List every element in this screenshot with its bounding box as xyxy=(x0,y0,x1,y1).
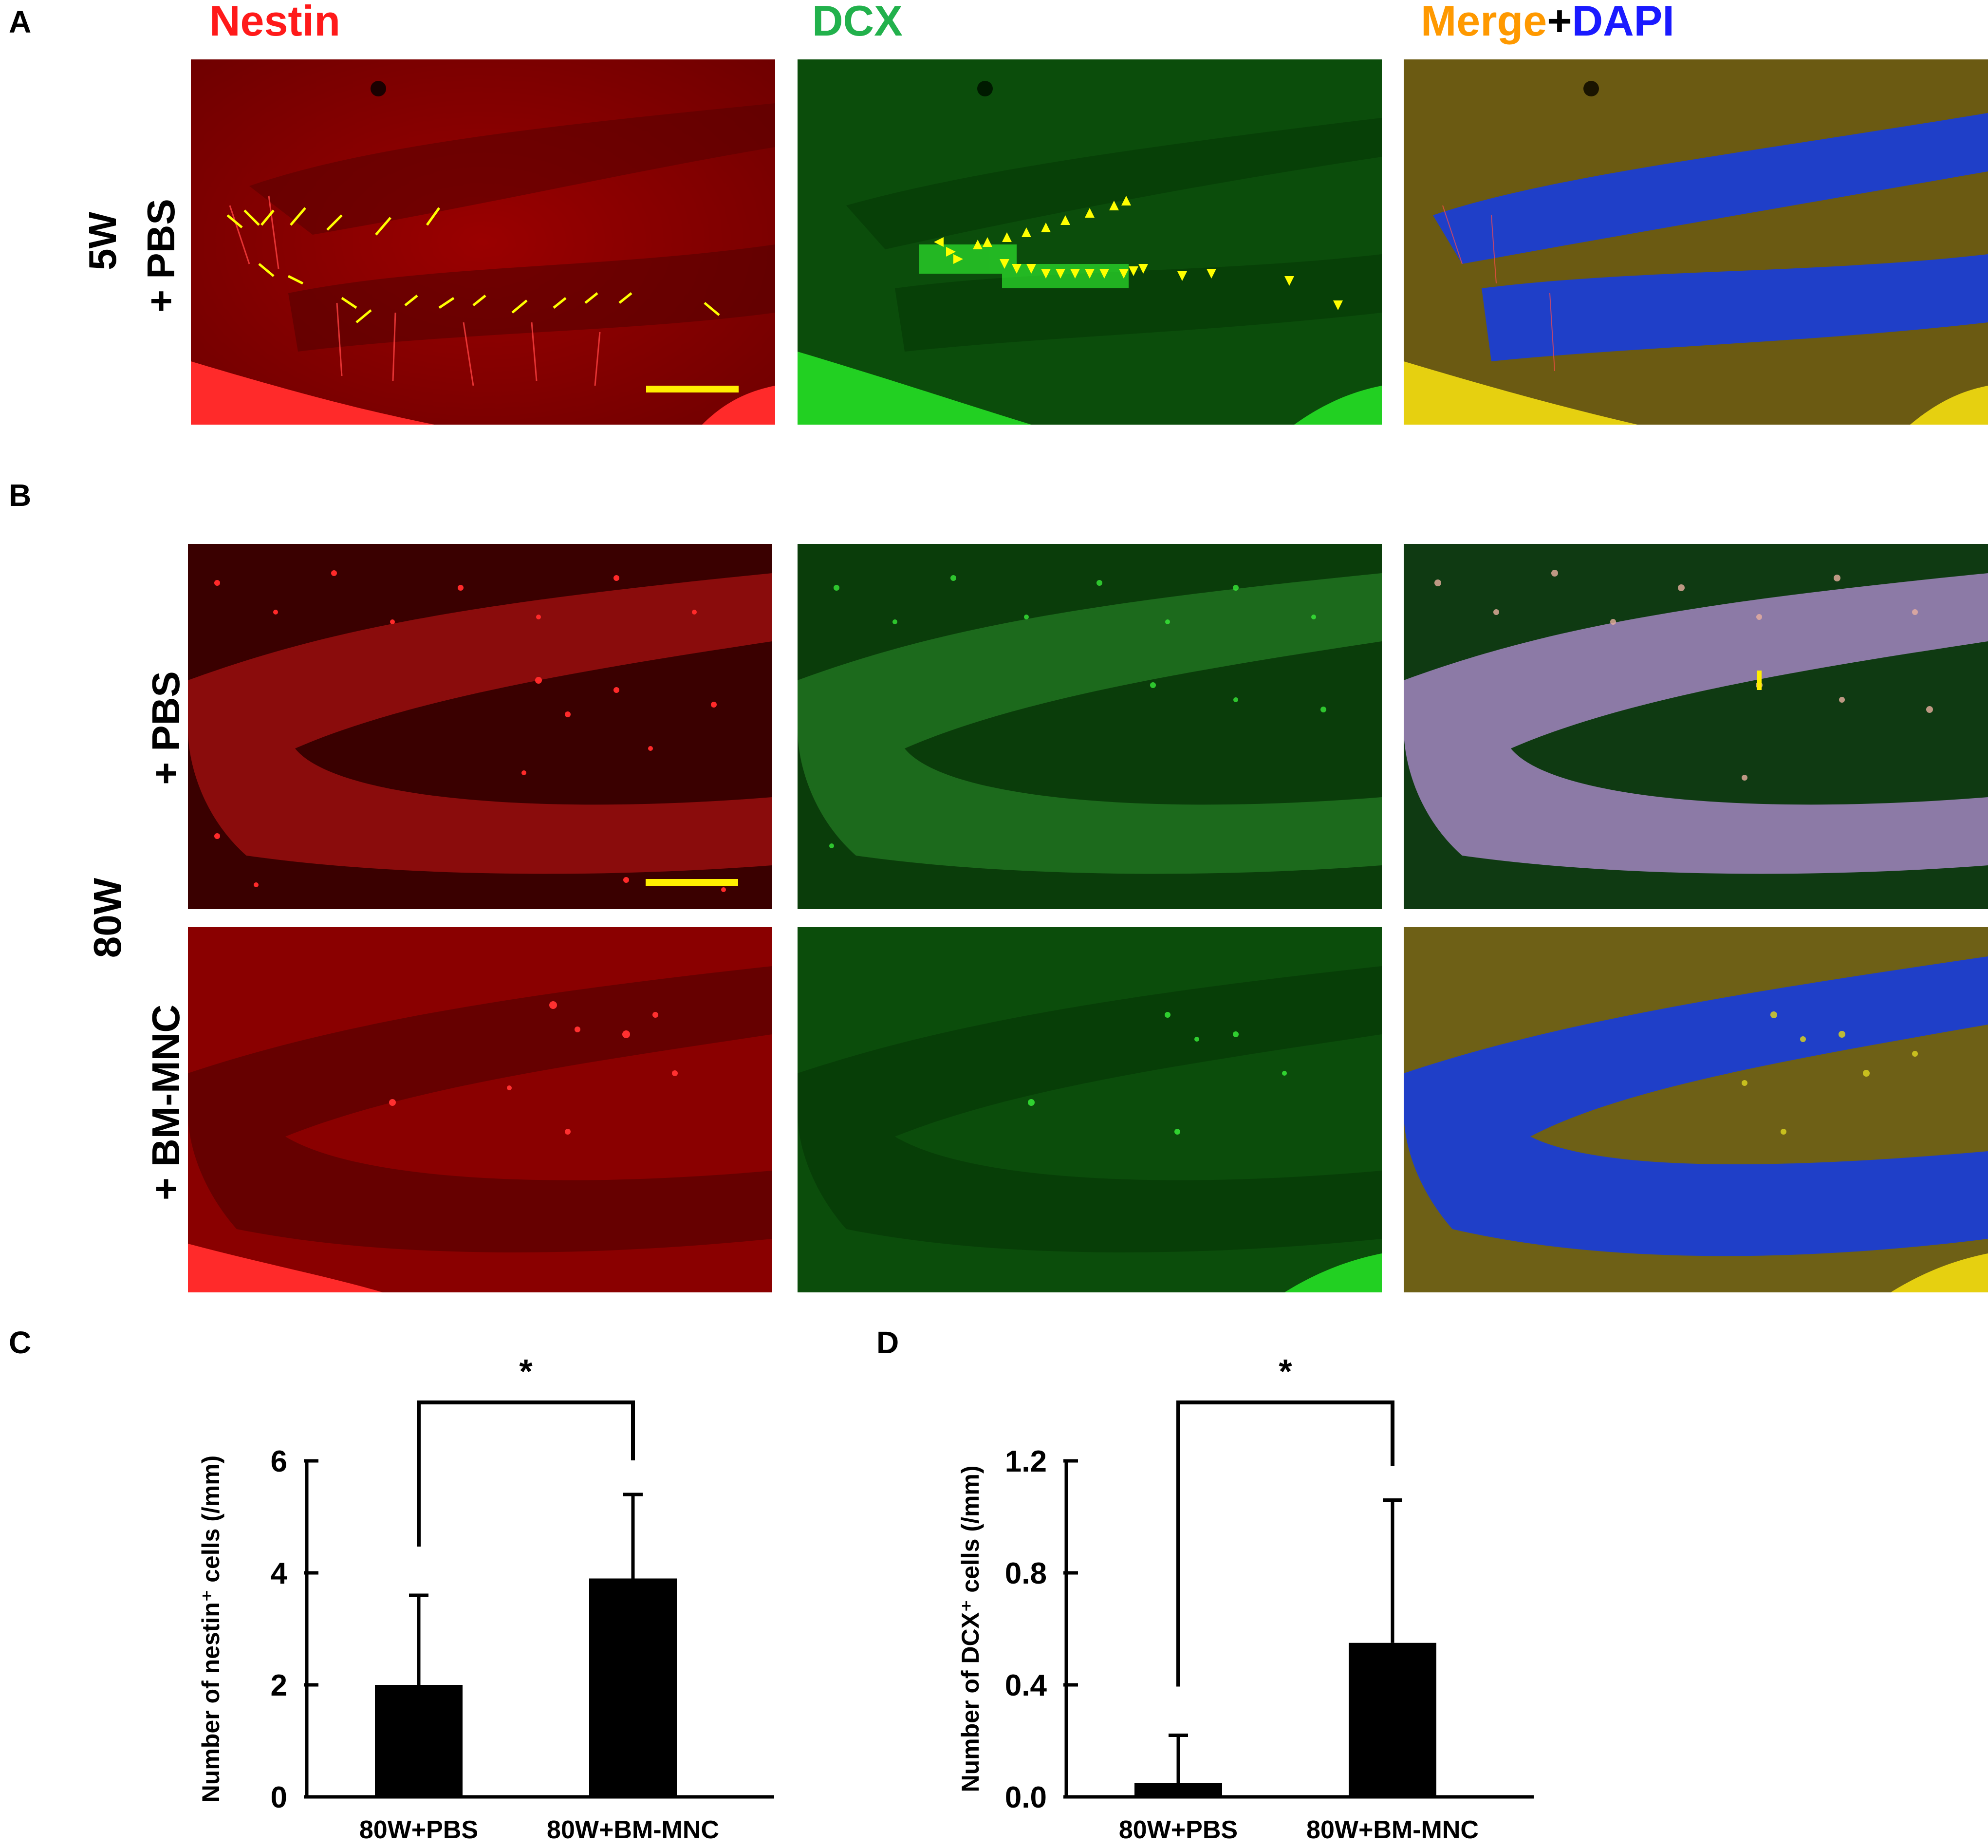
x-category-label: 80W+PBS xyxy=(1119,1816,1238,1844)
chart-d: 0.0 0.4 0.8 1.2 Number of DCX⁺ cells (/mm) 80… xyxy=(935,1352,1548,1844)
significance-bracket xyxy=(417,1400,635,1547)
arrow-markers xyxy=(226,207,720,323)
row-label-b-bmmnc: + BM-MNC xyxy=(144,1004,187,1200)
header-plus: + xyxy=(1547,0,1572,45)
chart-d-svg: 0.0 0.4 0.8 1.2 Number of DCX⁺ cells (/mm) 80… xyxy=(957,1352,1534,1844)
bar-80W+BM-MNC xyxy=(589,1578,677,1797)
y-tick-label: 0.0 xyxy=(1005,1781,1047,1814)
y-tick-label: 2 xyxy=(271,1669,287,1702)
y-axis-label: Number of nestin⁺ cells (/mm) xyxy=(197,1456,224,1803)
significance-bracket xyxy=(1176,1400,1394,1687)
cell-dots xyxy=(214,570,726,892)
bar-80W+BM-MNC xyxy=(1349,1643,1436,1797)
y-tick-label: 4 xyxy=(271,1557,288,1590)
bar-80W+PBS xyxy=(1134,1783,1222,1797)
bar-80W+PBS xyxy=(375,1685,463,1797)
row-label-a-age: 5W xyxy=(81,212,124,270)
y-tick-label: 0.4 xyxy=(1005,1669,1047,1702)
chart-c-svg: 0 2 4 6 Number of nestin⁺ cells (/mm) 80W+PBS… xyxy=(197,1352,774,1844)
header-dcx: DCX xyxy=(812,0,903,45)
micrograph-a-dcx xyxy=(798,59,1382,425)
row-label-b-age: 80W xyxy=(86,877,129,958)
micrograph-b-bmmnc-merge xyxy=(1404,927,1988,1292)
significance-star: * xyxy=(1279,1352,1292,1390)
micrograph-b-pbs-nestin xyxy=(188,544,772,909)
chart-c: 0 2 4 6 Number of nestin⁺ cells (/mm) 80W+PBS… xyxy=(175,1352,789,1844)
x-category-label: 80W+BM-MNC xyxy=(1306,1816,1479,1844)
header-merge-dapi: Merge+DAPI xyxy=(1421,0,1674,46)
micrograph-b-bmmnc-nestin xyxy=(188,927,772,1292)
header-dapi: DAPI xyxy=(1572,0,1674,45)
header-nestin: Nestin xyxy=(209,0,340,45)
panel-label-c: C xyxy=(9,1325,32,1360)
arrowhead-markers xyxy=(934,196,1343,310)
y-tick-label: 0 xyxy=(271,1781,287,1814)
micrograph-b-pbs-merge xyxy=(1404,544,1988,909)
significance-star: * xyxy=(519,1352,533,1390)
x-category-label: 80W+PBS xyxy=(359,1816,478,1844)
micrograph-a-merge xyxy=(1404,59,1988,425)
panel-label-d: D xyxy=(876,1325,899,1360)
y-tick-label: 1.2 xyxy=(1005,1445,1047,1478)
micrograph-b-bmmnc-dcx xyxy=(798,927,1382,1292)
micrograph-b-pbs-dcx xyxy=(798,544,1382,909)
scale-bar xyxy=(646,879,738,886)
y-tick-label: 6 xyxy=(271,1445,287,1478)
y-tick-label: 0.8 xyxy=(1005,1557,1047,1590)
row-label-a-treatment: + PBS xyxy=(139,199,183,313)
header-merge: Merge xyxy=(1421,0,1547,45)
y-axis-label: Number of DCX⁺ cells (/mm) xyxy=(957,1466,984,1792)
panel-label-a: A xyxy=(9,4,32,39)
x-category-label: 80W+BM-MNC xyxy=(547,1816,719,1844)
scale-bar xyxy=(646,386,739,392)
panel-label-b: B xyxy=(9,478,32,513)
row-label-b-pbs: + PBS xyxy=(144,671,187,785)
micrograph-a-nestin xyxy=(191,59,775,425)
